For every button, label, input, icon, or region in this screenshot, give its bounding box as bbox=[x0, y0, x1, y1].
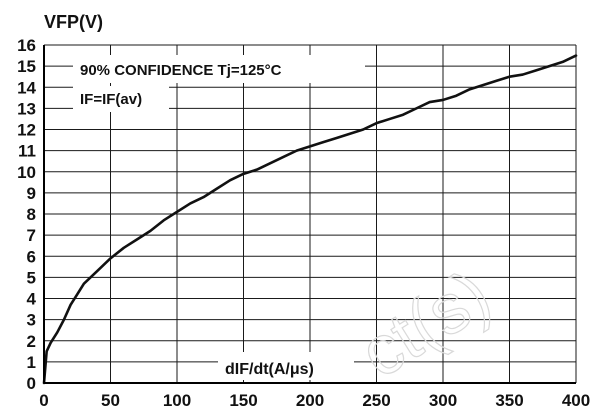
y-tick-label: 10 bbox=[17, 163, 36, 182]
y-tick-label: 2 bbox=[27, 332, 36, 351]
x-tick-label: 150 bbox=[229, 391, 257, 410]
y-tick-label: 14 bbox=[17, 78, 36, 97]
tick-labels: 0 50 100 150 200 250 300 350 4000123456789101112… bbox=[17, 36, 590, 410]
y-tick-label: 15 bbox=[17, 57, 36, 76]
y-tick-label: 4 bbox=[27, 290, 37, 309]
y-tick-label: 13 bbox=[17, 99, 36, 118]
y-tick-label: 12 bbox=[17, 121, 36, 140]
y-tick-label: 5 bbox=[27, 268, 36, 287]
current-annotation: IF=IF(av) bbox=[80, 91, 142, 108]
annotation-bg bbox=[73, 86, 169, 112]
confidence-annotation: 90% CONFIDENCE Tj=125°C bbox=[80, 62, 282, 79]
y-tick-label: 11 bbox=[18, 142, 36, 161]
chart-title: VFP(V) bbox=[44, 12, 103, 32]
y-tick-label: 6 bbox=[27, 247, 36, 266]
y-tick-label: 8 bbox=[27, 205, 36, 224]
x-tick-label: 100 bbox=[163, 391, 191, 410]
x-tick-label: 350 bbox=[495, 391, 523, 410]
x-tick-label: 250 bbox=[362, 391, 390, 410]
x-axis-label: dIF/dt(A/μs) bbox=[225, 361, 314, 378]
x-axis-label-group: dIF/dt(A/μs) bbox=[218, 352, 354, 380]
y-tick-label: 0 bbox=[27, 374, 36, 393]
y-tick-label: 9 bbox=[27, 184, 36, 203]
series-group bbox=[42, 54, 578, 385]
y-tick-label: 7 bbox=[27, 226, 36, 245]
axes bbox=[43, 45, 576, 384]
x-tick-label: 300 bbox=[429, 391, 457, 410]
y-tick-label: 16 bbox=[17, 36, 36, 55]
x-tick-label: 0 bbox=[39, 391, 48, 410]
y-tick-label: 1 bbox=[27, 353, 36, 372]
xlabel-bg bbox=[218, 352, 354, 380]
y-tick-label: 3 bbox=[27, 311, 36, 330]
annotations: 90% CONFIDENCE Tj=125°C IF=IF(av) bbox=[73, 55, 365, 112]
annotation-bg bbox=[73, 55, 365, 83]
x-tick-label: 50 bbox=[101, 391, 120, 410]
x-tick-label: 200 bbox=[296, 391, 324, 410]
x-tick-label: 400 bbox=[562, 391, 590, 410]
series-line bbox=[42, 54, 578, 385]
